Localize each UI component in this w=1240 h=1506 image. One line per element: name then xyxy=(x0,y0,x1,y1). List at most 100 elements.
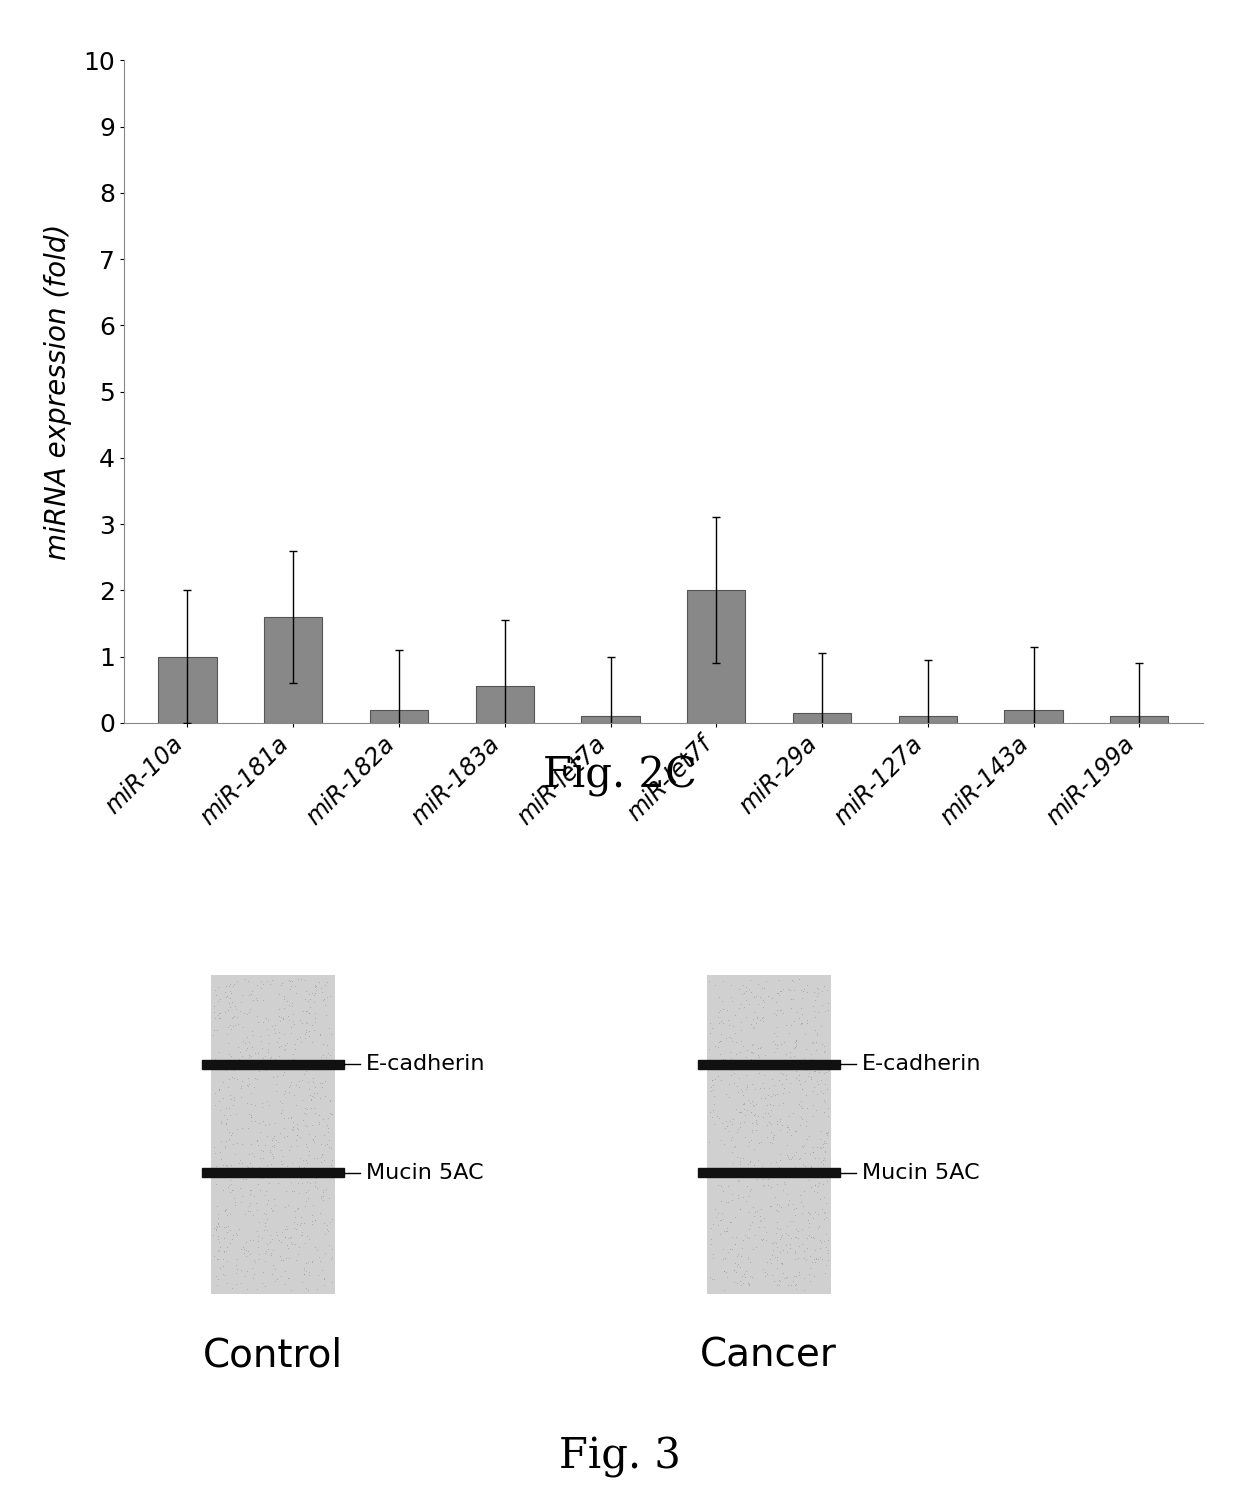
Point xyxy=(799,1200,818,1224)
Point xyxy=(253,1011,273,1035)
Point xyxy=(260,1163,280,1187)
Point xyxy=(791,977,811,1001)
Bar xyxy=(264,617,322,723)
Point xyxy=(243,1018,263,1042)
Point xyxy=(301,1087,321,1111)
Point xyxy=(203,1244,223,1268)
Point xyxy=(277,988,296,1012)
Point xyxy=(715,1247,735,1271)
Point xyxy=(244,1250,264,1274)
Point xyxy=(760,1247,780,1271)
Point xyxy=(227,1005,247,1029)
Point xyxy=(744,1015,764,1039)
Point xyxy=(804,1030,823,1054)
Point xyxy=(294,1155,314,1179)
Point xyxy=(725,1261,745,1285)
Point xyxy=(224,1066,244,1090)
Point xyxy=(207,1215,227,1239)
Point xyxy=(285,1232,305,1256)
Point xyxy=(815,1039,835,1063)
Point xyxy=(269,1227,289,1251)
Point xyxy=(728,1182,748,1206)
Point xyxy=(813,1130,833,1154)
Point xyxy=(808,1146,828,1170)
Point xyxy=(289,1075,309,1099)
Point xyxy=(806,1245,826,1270)
Point xyxy=(253,1095,273,1119)
Point xyxy=(294,1262,314,1286)
Point xyxy=(763,1093,782,1117)
Point xyxy=(805,1173,825,1197)
Point xyxy=(316,1214,336,1238)
Point xyxy=(779,1191,799,1215)
Point xyxy=(797,973,817,997)
Point xyxy=(781,1123,801,1148)
Point xyxy=(259,1092,279,1116)
Point xyxy=(242,1108,262,1133)
Point xyxy=(272,1101,291,1125)
Point xyxy=(247,973,267,997)
Point xyxy=(785,1203,805,1227)
Point xyxy=(216,1111,236,1136)
Point xyxy=(712,1200,732,1224)
Point xyxy=(738,1271,758,1295)
Point xyxy=(258,1208,278,1232)
Point xyxy=(753,1005,773,1029)
Point xyxy=(290,1030,310,1054)
Point xyxy=(732,1236,751,1261)
Point xyxy=(298,1178,317,1202)
Point xyxy=(818,1104,838,1128)
Point xyxy=(250,1139,270,1163)
Point xyxy=(215,1161,234,1185)
Point xyxy=(317,1218,337,1242)
Point xyxy=(272,973,291,997)
Point xyxy=(210,1238,229,1262)
Point xyxy=(291,1205,311,1229)
Point xyxy=(226,1221,246,1245)
Point xyxy=(704,1084,724,1108)
Point xyxy=(296,1011,316,1035)
Point xyxy=(768,1033,787,1057)
Point xyxy=(795,1023,815,1047)
Point xyxy=(701,1215,720,1239)
Point xyxy=(222,1277,242,1301)
Point xyxy=(221,982,241,1006)
Point xyxy=(290,1146,310,1170)
Point xyxy=(210,1230,229,1254)
Point xyxy=(254,1248,274,1273)
Point xyxy=(244,1066,264,1090)
Point xyxy=(714,1259,734,1283)
Point xyxy=(243,1203,263,1227)
Point xyxy=(310,1086,330,1110)
Point xyxy=(749,1131,769,1155)
Point xyxy=(304,1095,324,1119)
Point xyxy=(777,1239,797,1264)
Point xyxy=(739,992,759,1017)
Point xyxy=(259,1139,279,1163)
Point xyxy=(280,1015,300,1039)
Point xyxy=(745,1108,765,1133)
Point xyxy=(296,1251,316,1276)
Point xyxy=(315,1223,335,1247)
Point xyxy=(315,1134,335,1158)
Point xyxy=(779,1021,799,1045)
Point xyxy=(771,1060,791,1084)
Point xyxy=(278,1155,298,1179)
Point xyxy=(770,1217,790,1241)
Point xyxy=(269,982,289,1006)
Point xyxy=(789,1092,808,1116)
Point xyxy=(739,1273,759,1297)
Point xyxy=(293,1068,312,1092)
Point xyxy=(808,1170,828,1194)
Point xyxy=(314,1273,334,1297)
Point xyxy=(720,1026,740,1050)
Point xyxy=(203,1223,223,1247)
Point xyxy=(802,1030,822,1054)
Point xyxy=(735,1077,755,1101)
Point xyxy=(262,1262,281,1286)
Point xyxy=(744,1041,764,1065)
Point xyxy=(305,1080,325,1104)
Point xyxy=(785,1273,805,1297)
Point xyxy=(755,1264,775,1288)
Point xyxy=(312,1178,332,1202)
